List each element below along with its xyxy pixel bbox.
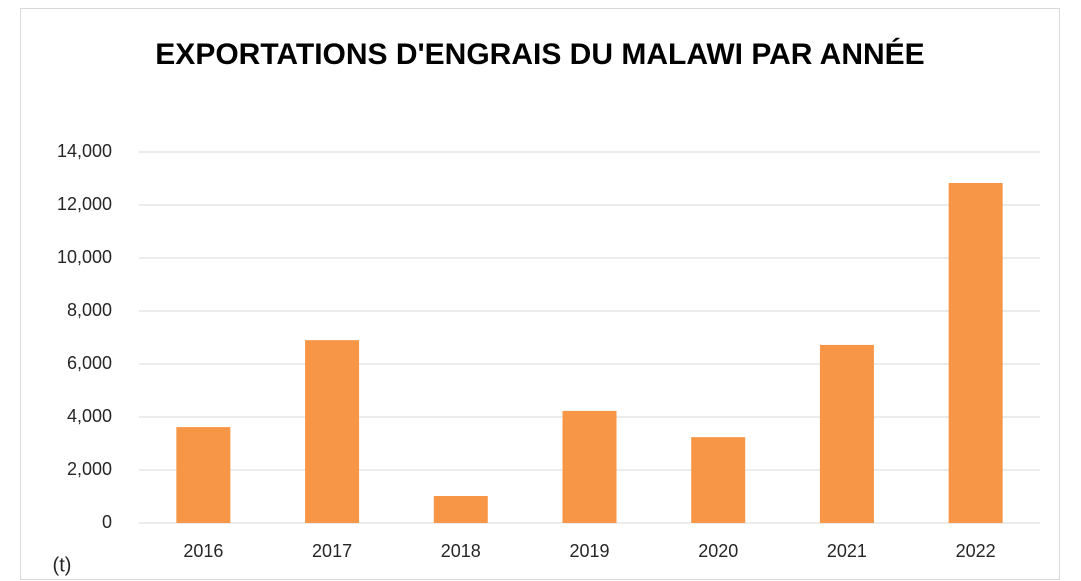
x-tick-label: 2018 bbox=[441, 541, 481, 561]
x-tick-label: 2016 bbox=[183, 541, 223, 561]
x-tick-label: 2022 bbox=[956, 541, 996, 561]
y-axis-label: (t) bbox=[53, 554, 72, 576]
bar bbox=[433, 495, 488, 523]
y-tick-label: 8,000 bbox=[67, 300, 112, 320]
bar bbox=[176, 427, 231, 523]
y-tick-label: 6,000 bbox=[67, 353, 112, 373]
chart-title: EXPORTATIONS D'ENGRAIS DU MALAWI PAR ANN… bbox=[155, 38, 925, 71]
x-tick-label: 2020 bbox=[698, 541, 738, 561]
y-tick-label: 4,000 bbox=[67, 406, 112, 426]
x-tick-label: 2021 bbox=[827, 541, 867, 561]
bar bbox=[562, 410, 617, 523]
x-tick-label: 2017 bbox=[312, 541, 352, 561]
chart-frame bbox=[20, 8, 1060, 580]
bar bbox=[948, 183, 1003, 523]
x-tick-label: 2019 bbox=[569, 541, 609, 561]
y-tick-label: 0 bbox=[102, 512, 112, 532]
bar bbox=[305, 340, 360, 523]
y-tick-label: 2,000 bbox=[67, 459, 112, 479]
bar bbox=[819, 344, 874, 523]
y-tick-label: 14,000 bbox=[57, 141, 112, 161]
y-tick-label: 10,000 bbox=[57, 247, 112, 267]
bar bbox=[691, 437, 746, 523]
y-tick-label: 12,000 bbox=[57, 194, 112, 214]
